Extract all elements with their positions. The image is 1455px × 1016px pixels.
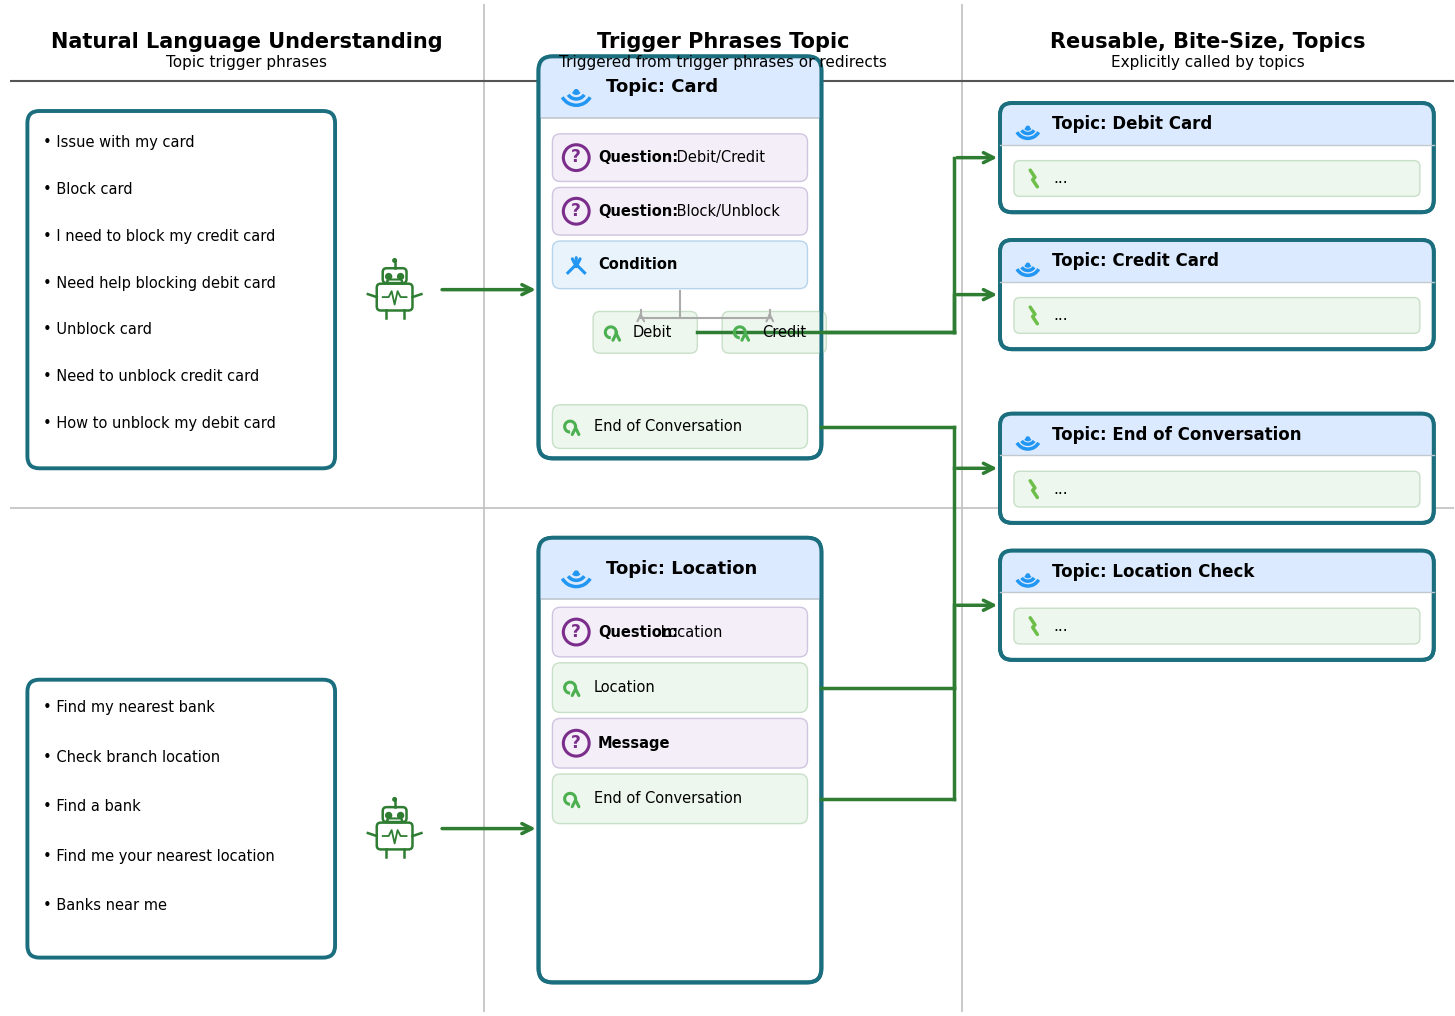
Text: Credit: Credit: [762, 325, 806, 339]
FancyBboxPatch shape: [1014, 471, 1420, 507]
Text: ?: ?: [572, 148, 581, 167]
Text: • Issue with my card: • Issue with my card: [44, 135, 195, 150]
Text: • Banks near me: • Banks near me: [44, 898, 167, 913]
Text: Debit/Credit: Debit/Credit: [672, 150, 764, 166]
Text: Reusable, Bite-Size, Topics: Reusable, Bite-Size, Topics: [1051, 31, 1366, 52]
FancyBboxPatch shape: [538, 57, 822, 458]
Circle shape: [386, 813, 391, 819]
Text: ?: ?: [572, 623, 581, 640]
FancyBboxPatch shape: [553, 774, 808, 824]
Text: • Need to unblock credit card: • Need to unblock credit card: [44, 369, 259, 384]
FancyBboxPatch shape: [553, 241, 808, 289]
FancyBboxPatch shape: [1014, 298, 1420, 333]
FancyBboxPatch shape: [538, 569, 822, 599]
Text: Natural Language Understanding: Natural Language Understanding: [51, 31, 442, 52]
Circle shape: [386, 273, 391, 279]
FancyBboxPatch shape: [28, 111, 335, 468]
Text: ?: ?: [572, 734, 581, 752]
Text: Topic: Location Check: Topic: Location Check: [1052, 563, 1254, 580]
Text: ...: ...: [1053, 482, 1068, 497]
Circle shape: [575, 89, 579, 94]
Text: Explicitly called by topics: Explicitly called by topics: [1112, 56, 1305, 70]
FancyBboxPatch shape: [1000, 551, 1433, 592]
FancyBboxPatch shape: [538, 87, 822, 118]
Text: Location: Location: [656, 625, 723, 639]
Circle shape: [1026, 574, 1030, 577]
Text: Question:: Question:: [598, 625, 678, 639]
FancyBboxPatch shape: [1000, 103, 1433, 212]
Text: End of Conversation: End of Conversation: [594, 791, 742, 807]
FancyBboxPatch shape: [553, 718, 808, 768]
FancyBboxPatch shape: [1000, 435, 1433, 455]
Text: ...: ...: [1053, 308, 1068, 323]
Text: End of Conversation: End of Conversation: [594, 420, 742, 434]
Circle shape: [397, 273, 403, 279]
FancyBboxPatch shape: [553, 608, 808, 657]
FancyBboxPatch shape: [1000, 103, 1433, 144]
Text: Block/Unblock: Block/Unblock: [672, 204, 780, 218]
Text: • Find my nearest bank: • Find my nearest bank: [44, 700, 215, 715]
Text: Topic: Location: Topic: Location: [607, 560, 757, 577]
FancyBboxPatch shape: [1014, 609, 1420, 644]
Text: Question:: Question:: [598, 204, 678, 218]
FancyBboxPatch shape: [553, 187, 808, 235]
Text: • Find me your nearest location: • Find me your nearest location: [44, 848, 275, 864]
FancyBboxPatch shape: [538, 57, 822, 118]
Text: Question:: Question:: [598, 150, 678, 166]
FancyBboxPatch shape: [1000, 240, 1433, 350]
Text: Topic: Card: Topic: Card: [607, 78, 719, 97]
FancyBboxPatch shape: [553, 134, 808, 182]
FancyBboxPatch shape: [538, 537, 822, 982]
Circle shape: [1026, 126, 1030, 130]
Circle shape: [575, 571, 579, 575]
Text: • Block card: • Block card: [44, 182, 132, 197]
FancyBboxPatch shape: [553, 662, 808, 712]
Text: Condition: Condition: [598, 257, 678, 272]
Circle shape: [397, 813, 403, 819]
FancyBboxPatch shape: [1000, 240, 1433, 281]
FancyBboxPatch shape: [1000, 414, 1433, 455]
Text: Trigger Phrases Topic: Trigger Phrases Topic: [597, 31, 850, 52]
Text: • How to unblock my debit card: • How to unblock my debit card: [44, 416, 276, 431]
Circle shape: [393, 259, 396, 262]
Text: Message: Message: [598, 736, 671, 751]
Text: • I need to block my credit card: • I need to block my credit card: [44, 229, 275, 244]
FancyBboxPatch shape: [1014, 161, 1420, 196]
FancyBboxPatch shape: [1000, 261, 1433, 281]
Text: ...: ...: [1053, 619, 1068, 634]
Text: Topic: Debit Card: Topic: Debit Card: [1052, 115, 1212, 133]
Text: Topic: Credit Card: Topic: Credit Card: [1052, 252, 1219, 270]
FancyBboxPatch shape: [1000, 414, 1433, 523]
Circle shape: [1026, 437, 1030, 440]
Text: Location: Location: [594, 680, 656, 695]
Circle shape: [1026, 263, 1030, 266]
FancyBboxPatch shape: [28, 680, 335, 958]
FancyBboxPatch shape: [538, 537, 822, 599]
FancyBboxPatch shape: [1000, 551, 1433, 659]
Text: Debit: Debit: [633, 325, 672, 339]
Text: Topic: End of Conversation: Topic: End of Conversation: [1052, 426, 1301, 444]
Text: • Unblock card: • Unblock card: [44, 322, 153, 337]
FancyBboxPatch shape: [1000, 572, 1433, 592]
Circle shape: [393, 798, 396, 802]
FancyBboxPatch shape: [594, 312, 697, 354]
Text: ...: ...: [1053, 171, 1068, 186]
Text: ?: ?: [572, 202, 581, 219]
Text: Triggered from trigger phrases or redirects: Triggered from trigger phrases or redire…: [559, 56, 888, 70]
Text: • Check branch location: • Check branch location: [44, 750, 220, 765]
Text: • Find a bank: • Find a bank: [44, 800, 141, 814]
FancyBboxPatch shape: [1000, 124, 1433, 144]
Text: Topic trigger phrases: Topic trigger phrases: [166, 56, 327, 70]
FancyBboxPatch shape: [722, 312, 826, 354]
Text: • Need help blocking debit card: • Need help blocking debit card: [44, 275, 276, 291]
FancyBboxPatch shape: [553, 404, 808, 448]
